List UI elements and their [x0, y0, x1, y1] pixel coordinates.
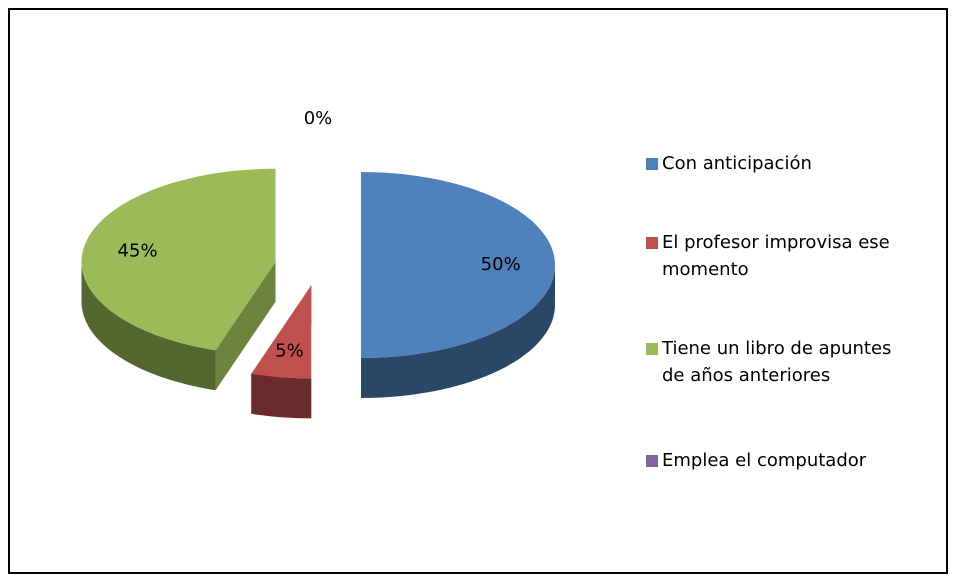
- legend-swatch: [646, 158, 658, 170]
- slice-side: [361, 265, 555, 398]
- slice: [81, 168, 276, 351]
- legend-swatch: [646, 237, 658, 249]
- slice-wall: [215, 261, 276, 391]
- data-label: 0%: [304, 108, 333, 129]
- legend-item: Tiene un libro de apuntes de años anteri…: [646, 335, 946, 389]
- slice: [251, 285, 312, 379]
- data-label: 5%: [275, 340, 304, 361]
- legend-swatch: [646, 455, 658, 467]
- legend-item: Emplea el computador: [646, 447, 946, 474]
- legend-item: El profesor improvisa ese momento: [646, 229, 946, 283]
- chart-frame: [8, 8, 948, 574]
- slice-side: [251, 373, 312, 419]
- legend: Con anticipación El profesor improvisa es…: [646, 150, 946, 474]
- legend-swatch: [646, 343, 658, 355]
- data-label: 45%: [118, 240, 158, 261]
- legend-label: Emplea el computador: [662, 450, 867, 471]
- slice-side: [81, 261, 216, 391]
- legend-label: El profesor improvisa ese momento: [662, 232, 890, 280]
- legend-item: Con anticipación: [646, 150, 946, 177]
- data-label: 50%: [481, 254, 521, 275]
- legend-label: Tiene un libro de apuntes de años anteri…: [662, 338, 892, 386]
- legend-label: Con anticipación: [662, 153, 812, 174]
- slice: [361, 172, 555, 358]
